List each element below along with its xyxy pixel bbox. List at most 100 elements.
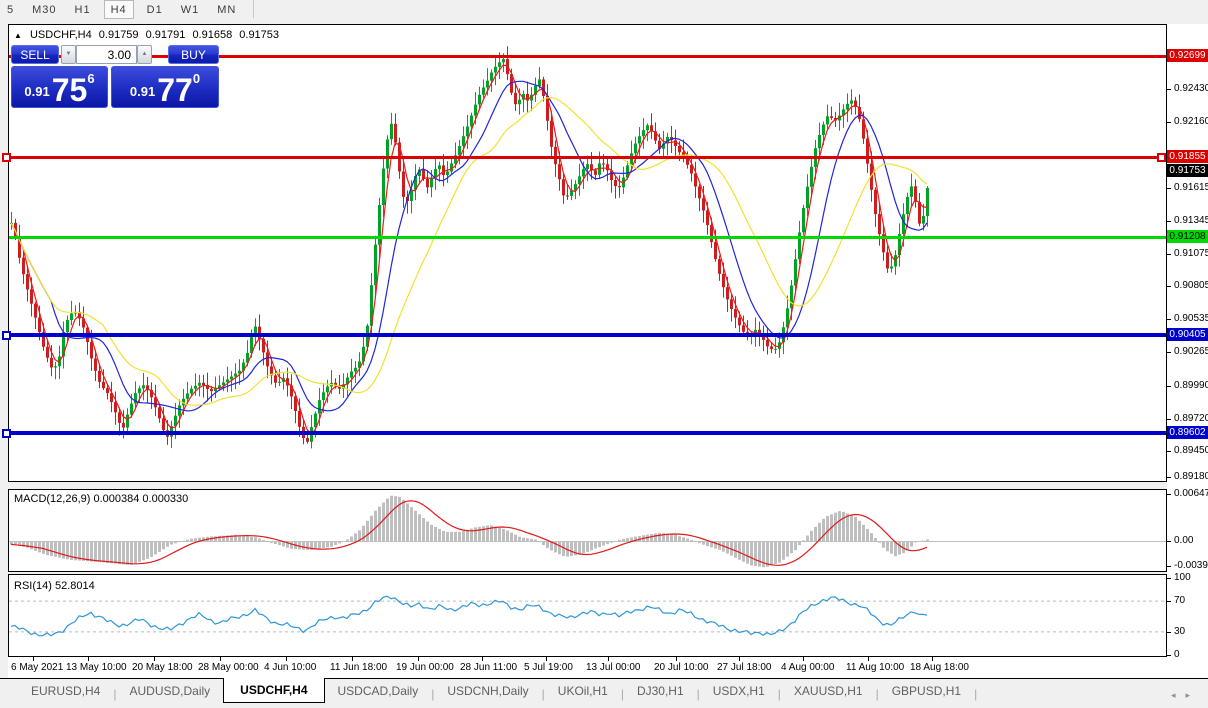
time-tick <box>33 657 34 661</box>
chart-tab-usdchf[interactable]: USDCHF,H4 <box>223 678 325 703</box>
tab-separator: | <box>974 687 978 701</box>
volume-input[interactable] <box>76 45 137 64</box>
tab-separator: | <box>113 687 117 701</box>
ohlc-close: 0.91753 <box>239 29 280 41</box>
time-tick <box>352 657 353 661</box>
date-label: 4 Aug 00:00 <box>781 662 835 673</box>
price-chart[interactable] <box>9 25 1166 481</box>
timeframe-toolbar: 5 M30 H1 H4 D1 W1 MN <box>0 0 1208 23</box>
price-tick <box>1167 386 1171 387</box>
timeframe-button-5[interactable]: 5 <box>7 4 15 17</box>
ohlc-open: 0.91759 <box>98 29 139 41</box>
volume-increase-button[interactable]: ▲ <box>137 45 152 64</box>
macd-tick-label: 0.00647 <box>1174 488 1208 499</box>
spin-down-icon: ▼ <box>65 51 72 57</box>
timeframe-button-h1[interactable]: H1 <box>74 4 91 17</box>
spin-up-icon: ▲ <box>141 51 148 57</box>
chart-symbol: USDCHF,H4 <box>29 29 92 41</box>
time-tick <box>608 657 609 661</box>
buy-price-big: 77 <box>157 71 193 108</box>
one-click-trading-panel: SELL ▼ ▲ BUY 0.91 75 6 0.91 77 0 <box>11 44 219 108</box>
time-tick <box>932 657 933 661</box>
chart-tab-bar: EURUSD,H4 | AUDUSD,Daily USDCHF,H4 USDCAD,Da… <box>0 678 1208 708</box>
macd-panel[interactable] <box>8 489 1167 572</box>
date-label: 11 Aug 10:00 <box>846 662 905 673</box>
macd-chart[interactable] <box>9 490 1166 571</box>
price-tick <box>1167 286 1171 287</box>
price-axis[interactable]: 0.92430 0.92160 0.91615 0.91345 0.91075 0.908… <box>1167 24 1208 678</box>
macd-tick <box>1167 541 1171 542</box>
tab-scroll-left-icon[interactable]: ◂ <box>1170 690 1186 700</box>
time-tick <box>676 657 677 661</box>
date-label: 13 May 10:00 <box>66 662 127 673</box>
chart-tab-eurusd[interactable]: EURUSD,H4 <box>31 684 101 698</box>
sell-price-big: 75 <box>51 71 88 108</box>
timeframe-button-h4[interactable]: H4 <box>103 0 134 20</box>
time-tick <box>154 657 155 661</box>
buy-price-box[interactable]: 0.91 77 0 <box>111 66 219 108</box>
ohlc-high: 0.91791 <box>145 29 186 41</box>
price-tick <box>1167 89 1171 90</box>
rsi-tick-label: 70 <box>1174 595 1186 606</box>
date-label: 18 Aug 18:00 <box>910 662 969 673</box>
price-tick <box>1167 352 1171 353</box>
time-tick <box>220 657 221 661</box>
price-badge: 0.91753 <box>1167 164 1208 177</box>
tab-separator: | <box>696 687 700 701</box>
rsi-tick <box>1167 632 1171 633</box>
chart-tab-ukoil[interactable]: UKOil,H1 <box>557 684 608 698</box>
tab-separator: | <box>620 687 624 701</box>
sell-button[interactable]: SELL <box>11 45 59 64</box>
price-tick-label: 0.89180 <box>1174 471 1208 482</box>
time-axis[interactable]: 6 May 2021 13 May 10:00 20 May 18:00 28 May… <box>8 657 1167 678</box>
price-tick-label: 0.90805 <box>1174 280 1208 291</box>
rsi-tick <box>1167 578 1171 579</box>
price-tick <box>1167 254 1171 255</box>
trendline-anchor[interactable] <box>2 331 11 340</box>
price-badge: 0.91855 <box>1167 150 1208 163</box>
rsi-chart[interactable] <box>9 575 1166 656</box>
time-tick <box>88 657 89 661</box>
rsi-panel[interactable] <box>8 574 1167 657</box>
timeframe-button-d1[interactable]: D1 <box>146 4 163 17</box>
price-tick-label: 0.90535 <box>1174 313 1208 324</box>
price-tick <box>1167 122 1171 123</box>
rsi-label: RSI(14) 52.8014 <box>14 580 95 592</box>
trendline-anchor[interactable] <box>1157 153 1166 162</box>
time-tick <box>739 657 740 661</box>
price-tick-label: 0.91345 <box>1174 215 1208 226</box>
sell-price-box[interactable]: 0.91 75 6 <box>11 66 108 108</box>
tab-separator: | <box>777 687 781 701</box>
price-badge: 0.91208 <box>1167 230 1208 243</box>
timeframe-button-mn[interactable]: MN <box>217 4 237 17</box>
date-label: 13 Jul 00:00 <box>586 662 641 673</box>
macd-tick-label: 0.00 <box>1174 535 1194 546</box>
volume-decrease-button[interactable]: ▼ <box>61 45 76 64</box>
timeframe-button-m30[interactable]: M30 <box>32 4 57 17</box>
chart-tab-usdcad[interactable]: USDCAD,Daily <box>337 684 419 698</box>
macd-tick <box>1167 494 1171 495</box>
collapse-icon[interactable]: ▲ <box>14 31 22 40</box>
tab-separator: | <box>541 687 545 701</box>
buy-price-prefix: 0.91 <box>129 84 156 99</box>
price-tick <box>1167 451 1171 452</box>
price-tick-label: 0.92430 <box>1174 83 1208 94</box>
time-tick <box>418 657 419 661</box>
time-tick <box>868 657 869 661</box>
chart-tab-dj30[interactable]: DJ30,H1 <box>636 684 684 698</box>
trendline-anchor[interactable] <box>2 153 11 162</box>
date-label: 28 Jun 11:00 <box>460 662 518 673</box>
trendline-anchor[interactable] <box>2 429 11 438</box>
chart-tab-xauusd[interactable]: XAUUSD,H1 <box>793 684 863 698</box>
price-tick <box>1167 419 1171 420</box>
chart-tab-audusd[interactable]: AUDUSD,Daily <box>129 684 211 698</box>
chart-tab-gbpusd[interactable]: GBPUSD,H1 <box>891 684 962 698</box>
timeframe-button-w1[interactable]: W1 <box>180 4 200 17</box>
rsi-tick-label: 30 <box>1174 626 1186 637</box>
price-badge: 0.89602 <box>1167 426 1208 439</box>
tab-scroll-right-icon[interactable]: ▸ <box>1185 690 1200 700</box>
buy-button[interactable]: BUY <box>168 45 219 64</box>
time-tick <box>286 657 287 661</box>
chart-tab-usdcnh[interactable]: USDCNH,Daily <box>447 684 529 698</box>
chart-tab-usdx[interactable]: USDX,H1 <box>712 684 765 698</box>
